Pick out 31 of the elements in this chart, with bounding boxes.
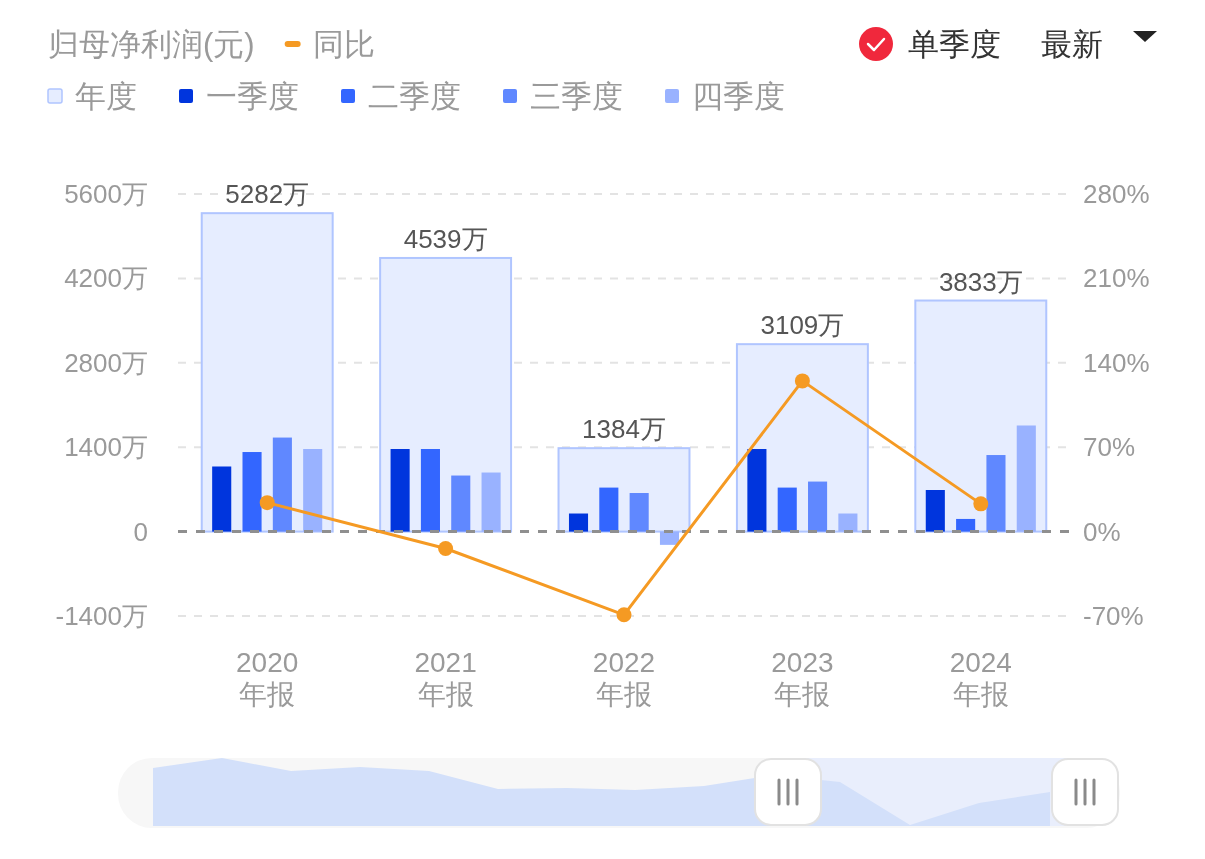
y-tick-label: 1400万: [64, 432, 148, 463]
data-label: 3833万: [938, 266, 1023, 297]
x-tick-label: 2022 年报: [592, 647, 656, 710]
y2-tick-label: 70%: [1083, 432, 1136, 463]
data-label: 5282万: [225, 179, 310, 210]
y-tick-label: 2800万: [64, 347, 148, 378]
x-tick-label: 2023 年报: [771, 647, 834, 710]
control-label: 最新: [1041, 26, 1103, 62]
legend-label: 年度: [75, 78, 137, 114]
y2-tick-label: 0%: [1083, 516, 1121, 547]
control-label: 单季度: [908, 26, 1001, 62]
legend-label: 二季度: [368, 78, 461, 114]
legend-label: 一季度: [206, 78, 299, 114]
legend-label: 四季度: [692, 78, 785, 114]
legend-label: 三季度: [530, 78, 623, 114]
y-tick-label: 0: [133, 516, 148, 547]
data-label: 3109万: [760, 310, 845, 341]
y2-tick-label: 280%: [1083, 179, 1150, 209]
y-tick-label: 4200万: [64, 263, 148, 294]
data-label: 4539万: [403, 223, 488, 254]
legend-label: 同比: [312, 26, 375, 62]
y-tick-label: 5600万: [64, 179, 148, 209]
y2-tick-label: 210%: [1083, 263, 1150, 294]
y-axis-title: 归母净利润(元): [48, 26, 255, 62]
data-label: 1384万: [582, 414, 666, 445]
x-tick-label: 2024 年报: [949, 647, 1012, 710]
y-tick-label: -1400万: [55, 601, 148, 631]
y2-tick-label: 140%: [1083, 347, 1150, 378]
x-tick-label: 2021 年报: [414, 647, 477, 710]
y2-tick-label: -70%: [1083, 601, 1144, 631]
x-tick-label: 2020 年报: [236, 647, 299, 710]
